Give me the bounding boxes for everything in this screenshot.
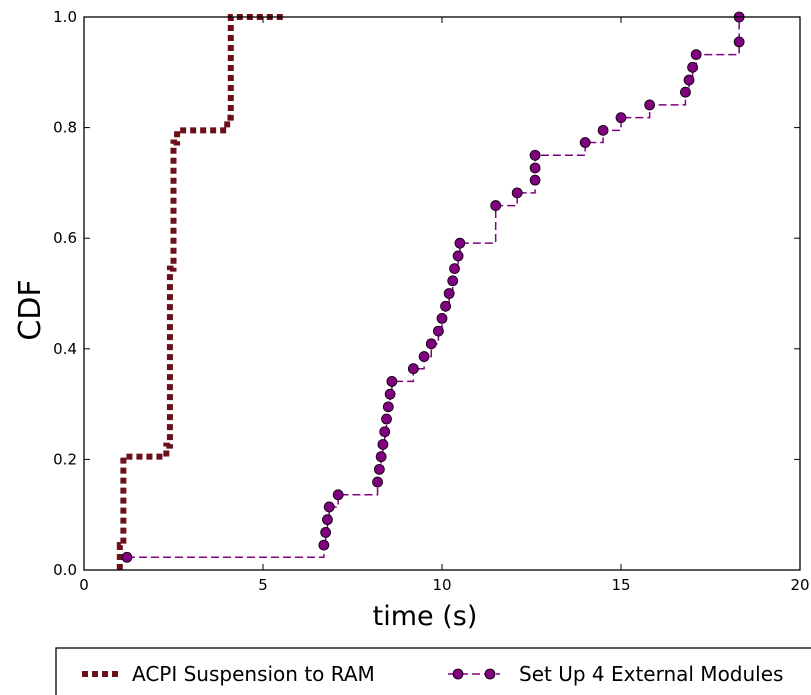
series-point-modules bbox=[384, 388, 396, 400]
series-point-modules bbox=[454, 237, 466, 249]
x-tick-label: 0 bbox=[79, 576, 89, 594]
series-point-modules bbox=[529, 174, 541, 186]
y-tick-label: 1.0 bbox=[53, 8, 77, 26]
series-point-modules bbox=[433, 325, 444, 337]
series-point-modules bbox=[683, 74, 695, 86]
x-axis-title: time (s) bbox=[373, 601, 478, 632]
series-point-modules bbox=[375, 451, 387, 463]
series-point-modules bbox=[386, 376, 398, 387]
series-point-modules bbox=[597, 124, 609, 136]
series-point-modules bbox=[440, 300, 451, 312]
y-axis-title: CDF bbox=[13, 279, 48, 340]
plot-frame bbox=[83, 16, 801, 571]
series-point-modules bbox=[579, 137, 591, 148]
legend-label-acpi: ACPI Suspension to RAM bbox=[132, 662, 375, 686]
series-point-modules bbox=[372, 476, 383, 488]
x-tick-label: 5 bbox=[258, 576, 268, 594]
series-point-modules bbox=[687, 61, 698, 73]
series-point-modules bbox=[733, 36, 745, 48]
series-point-modules bbox=[644, 99, 656, 111]
series-point-modules bbox=[381, 413, 392, 425]
series-point-modules bbox=[452, 250, 464, 262]
legend-frame bbox=[55, 647, 811, 695]
x-tick-label: 10 bbox=[432, 576, 451, 594]
series-line-modules bbox=[126, 17, 740, 559]
series-point-modules bbox=[318, 539, 330, 551]
legend-label-modules: Set Up 4 External Modules bbox=[519, 662, 783, 686]
legend-swatch-modules bbox=[448, 668, 500, 680]
series-layer bbox=[116, 11, 745, 570]
y-tick-label: 0.4 bbox=[53, 340, 77, 358]
axis-ticks: 0 5 10 15 20 0.0 0.2 0.4 0.6 0.8 1.0 bbox=[53, 8, 809, 594]
series-point-modules bbox=[332, 489, 344, 501]
series-point-modules bbox=[379, 426, 391, 438]
series-point-modules bbox=[447, 275, 459, 287]
x-tick-label: 20 bbox=[790, 576, 809, 594]
y-tick-label: 0.0 bbox=[53, 561, 77, 579]
series-line-acpi bbox=[116, 14, 285, 570]
y-tick-label: 0.6 bbox=[53, 229, 77, 247]
series-point-modules bbox=[615, 112, 627, 124]
y-tick-label: 0.2 bbox=[53, 450, 77, 468]
series-point-modules bbox=[382, 401, 394, 413]
series-point-modules bbox=[529, 162, 541, 174]
series-point-modules bbox=[373, 463, 385, 475]
series-point-modules bbox=[436, 312, 448, 324]
series-point-modules bbox=[690, 49, 702, 61]
series-point-modules bbox=[121, 551, 133, 563]
series-point-modules bbox=[511, 187, 523, 199]
series-point-modules bbox=[377, 439, 389, 450]
x-tick-label: 15 bbox=[611, 576, 630, 594]
series-point-modules bbox=[443, 288, 455, 299]
series-point-modules bbox=[490, 200, 502, 211]
series-point-modules bbox=[323, 501, 335, 513]
series-point-modules bbox=[449, 263, 460, 275]
series-point-modules bbox=[407, 363, 419, 375]
series-point-modules bbox=[322, 514, 333, 526]
series-point-modules bbox=[680, 86, 691, 98]
series-point-modules bbox=[529, 149, 541, 161]
series-point-modules bbox=[320, 526, 332, 538]
y-tick-label: 0.8 bbox=[53, 119, 77, 137]
legend: ACPI Suspension to RAM Set Up 4 External… bbox=[55, 647, 811, 695]
series-point-modules bbox=[425, 338, 437, 350]
series-point-modules bbox=[418, 351, 430, 362]
